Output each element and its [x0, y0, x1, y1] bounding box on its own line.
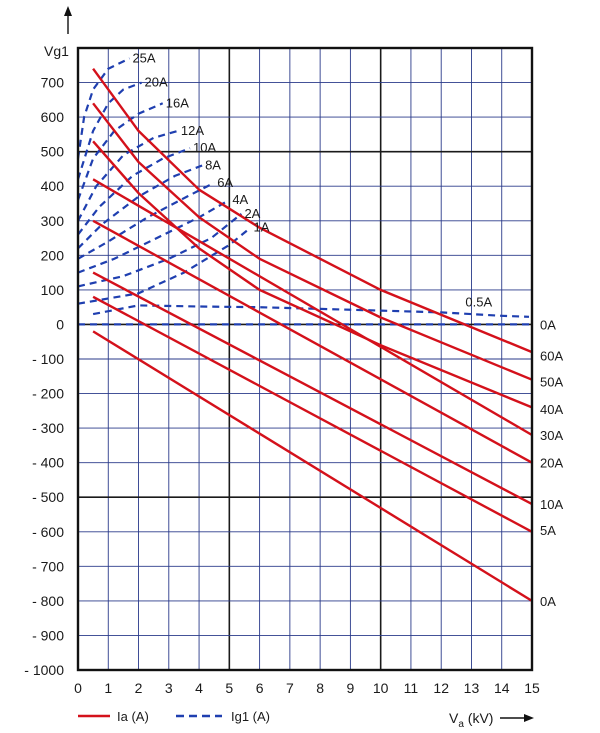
y-tick-label: 500	[41, 144, 65, 160]
ig1-line-4A	[77, 199, 230, 274]
series-label-right: 0A	[540, 594, 556, 609]
x-tick-label: 5	[225, 680, 233, 696]
ia-line-50A	[92, 102, 533, 381]
ia-line-5A	[92, 295, 533, 533]
y-tick-label: 100	[41, 282, 65, 298]
x-tick-label: 13	[464, 680, 480, 696]
y-tick-label: - 300	[32, 420, 64, 436]
series-label-right: 30A	[540, 428, 563, 443]
ia-line-0A	[92, 330, 533, 602]
y-tick-label: 0	[56, 316, 64, 332]
series-label-right: 40A	[540, 402, 563, 417]
x-tick-label: 8	[316, 680, 324, 696]
ig1-line-6A	[77, 181, 215, 260]
x-tick-label: 1	[104, 680, 112, 696]
legend-ia-label: Ia (A)	[117, 709, 149, 724]
ig1-line-25A	[76, 57, 130, 159]
x-tick-label: 14	[494, 680, 510, 696]
labels: 25A20A16A12A10A8A6A4A2A1A0.5A0A60A50A40A…	[24, 43, 563, 730]
ia-line-60A	[92, 67, 533, 354]
y-tick-label: 600	[41, 109, 65, 125]
series-label-right: 50A	[540, 374, 563, 389]
y-tick-label: - 200	[32, 386, 64, 402]
ia-series-group	[92, 67, 533, 602]
y-tick-label: 200	[41, 247, 65, 263]
y-tick-label: - 800	[32, 593, 64, 609]
ia-line-40A	[92, 140, 533, 409]
series-label-right: 20A	[540, 456, 563, 471]
ig1-label: 25A	[132, 50, 155, 65]
ig1-label: 10A	[193, 140, 216, 155]
x-tick-label: 3	[165, 680, 173, 696]
y-tick-label: 400	[41, 178, 65, 194]
x-tick-label: 10	[373, 680, 389, 696]
ig1-series-group	[76, 57, 532, 326]
y-tick-label: - 100	[32, 351, 64, 367]
y-axis-arrow-icon	[64, 6, 72, 16]
ia-line-20A	[92, 219, 533, 464]
grid	[78, 48, 532, 670]
ia-line-10A	[92, 271, 533, 506]
y-tick-label: - 900	[32, 627, 64, 643]
x-tick-label: 2	[135, 680, 143, 696]
x-tick-label: 4	[195, 680, 203, 696]
y-tick-label: 700	[41, 75, 65, 91]
x-tick-label: 15	[524, 680, 540, 696]
ig1-label: 12A	[181, 123, 204, 138]
ig1-label: 6A	[217, 175, 233, 190]
ig1-line-20A	[76, 81, 142, 180]
x-tick-label: 0	[74, 680, 82, 696]
y-tick-label: - 1000	[24, 662, 64, 678]
ig1-line-12A	[77, 129, 179, 222]
ig1-label: 2A	[244, 206, 260, 221]
x-tick-label: 11	[404, 680, 419, 696]
ig1-label: 0.5A	[465, 294, 492, 309]
y-tick-label: - 400	[32, 455, 64, 471]
ig1-line-1A	[77, 226, 252, 305]
legend-ig1-label: Ig1 (A)	[231, 709, 270, 724]
x-tick-label: 6	[256, 680, 264, 696]
ig1-line-10A	[77, 147, 191, 236]
series-label-right: 60A	[540, 349, 563, 364]
ig1-label: 20A	[145, 75, 168, 90]
y-tick-label: 300	[41, 213, 65, 229]
series-label-right: 5A	[540, 523, 556, 538]
x-tick-label: 9	[347, 680, 355, 696]
ig1-label: 16A	[166, 95, 189, 110]
x-axis-arrow-icon	[524, 714, 534, 722]
y-axis-title: Vg1	[44, 43, 69, 59]
plot-border	[76, 46, 534, 672]
x-axis-title: Va (kV)	[449, 710, 493, 730]
y-tick-label: - 600	[32, 524, 64, 540]
ig1-line-0_5A	[92, 304, 530, 318]
x-tick-label: 12	[433, 680, 449, 696]
series-label-right: 10A	[540, 497, 563, 512]
ig1-label: 8A	[205, 157, 221, 172]
ig1-label: 1A	[254, 220, 270, 235]
ia-line-30A	[92, 178, 533, 437]
series-label-right: 0A	[540, 317, 556, 332]
x-tick-label: 7	[286, 680, 294, 696]
y-tick-label: - 700	[32, 558, 64, 574]
y-tick-label: - 500	[32, 489, 64, 505]
plot-frame	[64, 6, 534, 672]
ig1-label: 4A	[232, 192, 248, 207]
